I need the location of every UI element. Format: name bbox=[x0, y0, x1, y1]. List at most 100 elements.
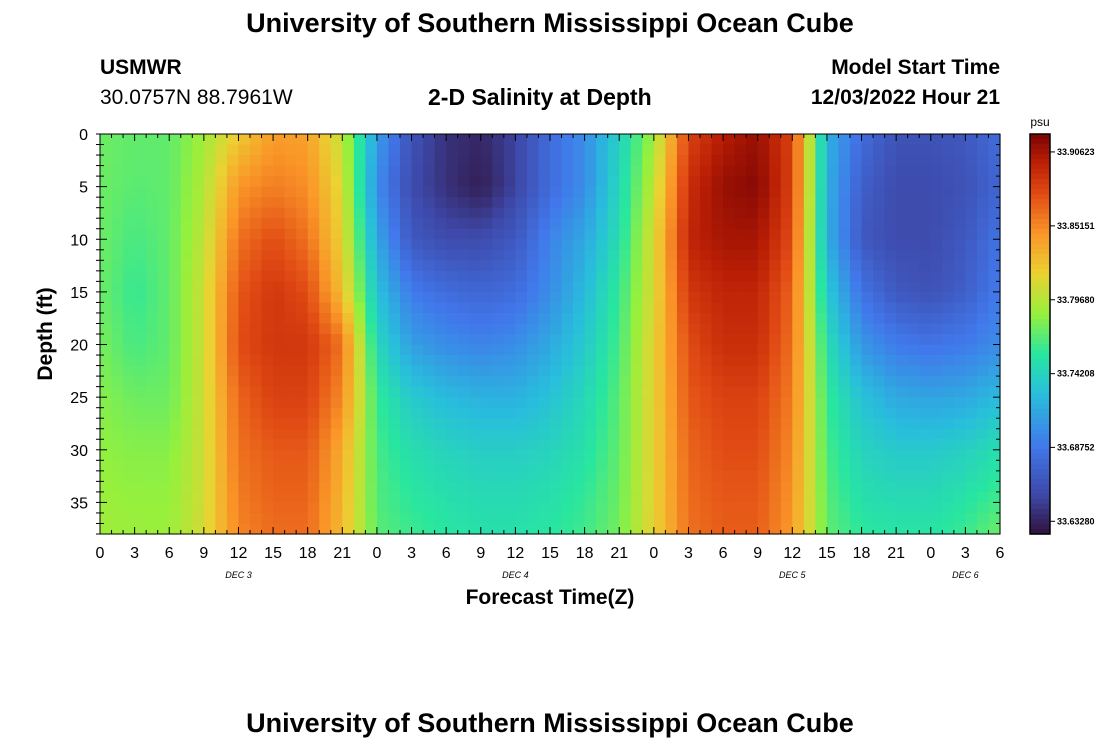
heatmap-cell bbox=[526, 323, 540, 335]
heatmap-cell bbox=[953, 291, 966, 304]
heatmap-cell bbox=[907, 270, 920, 282]
heatmap-cell bbox=[919, 355, 932, 367]
heatmap-cell bbox=[342, 323, 355, 335]
heatmap-cell bbox=[469, 270, 482, 282]
heatmap-cell bbox=[434, 355, 447, 367]
heatmap-cell bbox=[296, 134, 309, 146]
heatmap-cell bbox=[273, 323, 286, 335]
heatmap-cell bbox=[607, 502, 620, 514]
heatmap-cell bbox=[965, 323, 978, 335]
heatmap-cell bbox=[226, 186, 240, 198]
heatmap-cell bbox=[400, 176, 413, 188]
heatmap-cell bbox=[861, 428, 874, 440]
heatmap-cell bbox=[573, 439, 586, 451]
heatmap-cell bbox=[746, 144, 759, 156]
heatmap-cell bbox=[861, 176, 874, 188]
heatmap-cell bbox=[953, 418, 966, 430]
heatmap-cell bbox=[676, 155, 690, 167]
heatmap-cell bbox=[803, 449, 816, 461]
heatmap-cell bbox=[688, 334, 701, 346]
heatmap-cell bbox=[203, 218, 216, 230]
heatmap-cell bbox=[376, 302, 390, 314]
heatmap-cell bbox=[746, 291, 759, 304]
heatmap-cell bbox=[446, 207, 459, 219]
heatmap-cell bbox=[907, 386, 920, 398]
heatmap-cell bbox=[734, 197, 747, 209]
heatmap-cell bbox=[273, 249, 286, 261]
heatmap-cell bbox=[976, 186, 990, 198]
heatmap-cell bbox=[503, 334, 516, 346]
heatmap-cell bbox=[250, 418, 263, 430]
heatmap-cell bbox=[376, 323, 390, 335]
heatmap-cell bbox=[273, 165, 286, 177]
heatmap-cell bbox=[215, 334, 228, 346]
heatmap-cell bbox=[561, 418, 574, 430]
heatmap-cell bbox=[503, 197, 516, 209]
heatmap-cell bbox=[965, 386, 978, 398]
heatmap-cell bbox=[896, 144, 909, 156]
heatmap-cell bbox=[630, 218, 643, 230]
heatmap-cell bbox=[988, 502, 1001, 514]
heatmap-cell bbox=[261, 144, 274, 156]
heatmap-cell bbox=[480, 334, 493, 346]
heatmap-cell bbox=[976, 512, 990, 525]
heatmap-cell bbox=[400, 155, 413, 167]
heatmap-cell bbox=[330, 481, 343, 493]
heatmap-cell bbox=[769, 355, 782, 367]
heatmap-cell bbox=[792, 365, 805, 377]
heatmap-cell bbox=[526, 344, 540, 356]
heatmap-cell bbox=[342, 365, 355, 377]
heatmap-cell bbox=[942, 312, 955, 325]
heatmap-cell bbox=[700, 439, 713, 451]
heatmap-cell bbox=[146, 418, 159, 430]
heatmap-cell bbox=[976, 502, 990, 514]
heatmap-cell bbox=[930, 155, 943, 167]
heatmap-cell bbox=[976, 176, 990, 188]
heatmap-cell bbox=[123, 165, 136, 177]
heatmap-cell bbox=[538, 460, 551, 472]
heatmap-cell bbox=[180, 134, 193, 146]
heatmap-cell bbox=[203, 407, 216, 419]
heatmap-cell bbox=[573, 334, 586, 346]
heatmap-cell bbox=[873, 291, 886, 304]
heatmap-cell bbox=[538, 239, 551, 251]
heatmap-cell bbox=[192, 260, 205, 272]
heatmap-cell bbox=[296, 218, 309, 230]
heatmap-cell bbox=[446, 249, 459, 261]
heatmap-cell bbox=[757, 207, 770, 219]
heatmap-cell bbox=[792, 186, 805, 198]
heatmap-cell bbox=[180, 491, 193, 504]
heatmap-cell bbox=[180, 481, 193, 493]
heatmap-cell bbox=[157, 365, 170, 377]
heatmap-cell bbox=[538, 197, 551, 209]
heatmap-cell bbox=[653, 228, 666, 240]
heatmap-cell bbox=[873, 176, 886, 188]
heatmap-cell bbox=[815, 355, 828, 367]
heatmap-cell bbox=[653, 323, 666, 335]
heatmap-cell bbox=[203, 144, 216, 156]
heatmap-cell bbox=[469, 302, 482, 314]
heatmap-cell bbox=[284, 365, 297, 377]
heatmap-cell bbox=[642, 207, 655, 219]
heatmap-cell bbox=[561, 207, 574, 219]
heatmap-cell bbox=[561, 365, 574, 377]
heatmap-cell bbox=[446, 386, 459, 398]
heatmap-cell bbox=[284, 334, 297, 346]
heatmap-cell bbox=[215, 155, 228, 167]
heatmap-cell bbox=[780, 502, 793, 514]
heatmap-cell bbox=[734, 334, 747, 346]
heatmap-cell bbox=[157, 312, 170, 325]
heatmap-cell bbox=[411, 502, 424, 514]
heatmap-cell bbox=[746, 239, 759, 251]
heatmap-cell bbox=[873, 365, 886, 377]
heatmap-cell bbox=[330, 355, 343, 367]
heatmap-cell bbox=[665, 376, 678, 388]
heatmap-cell bbox=[411, 186, 424, 198]
heatmap-cell bbox=[353, 323, 366, 335]
heatmap-cell bbox=[469, 428, 482, 440]
heatmap-cell bbox=[630, 228, 643, 240]
heatmap-cell bbox=[630, 312, 643, 325]
heatmap-cell bbox=[192, 460, 205, 472]
heatmap-cell bbox=[942, 134, 955, 146]
heatmap-cell bbox=[953, 439, 966, 451]
